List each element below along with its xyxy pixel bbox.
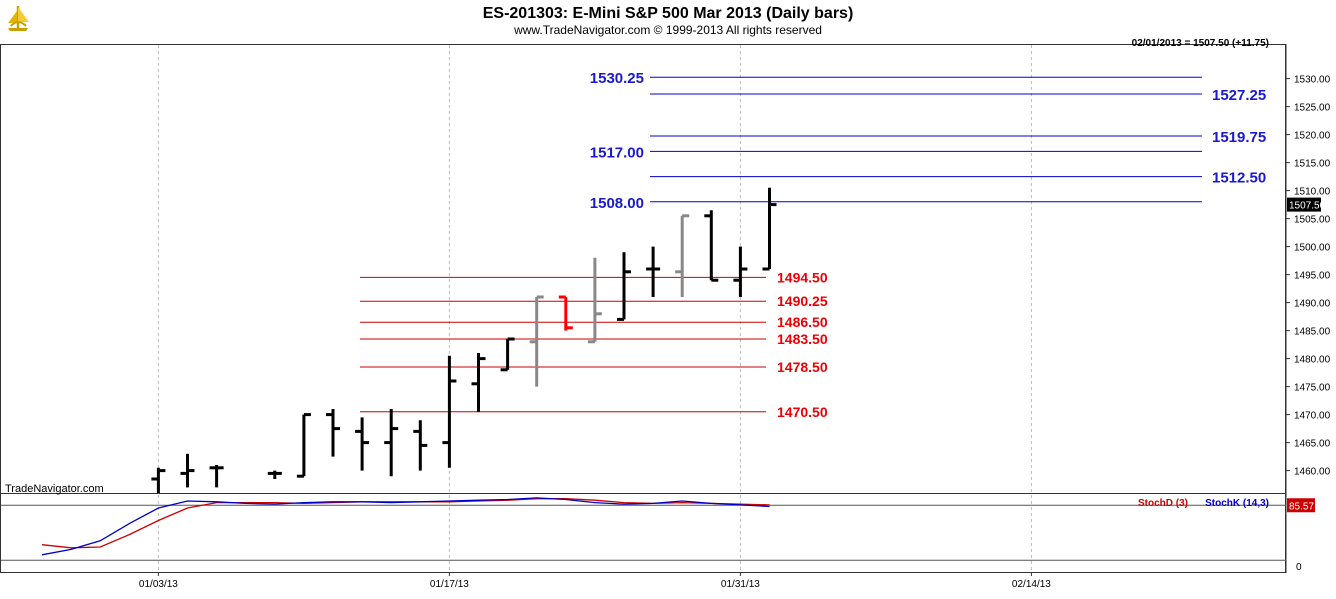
level-label: 1490.25 bbox=[777, 293, 828, 309]
ohlc-bar bbox=[500, 337, 515, 372]
stochastic-lines: StochD (3) StochK (14,3) bbox=[1, 497, 1286, 561]
tradenavigator-logo bbox=[2, 2, 34, 34]
legend-stochd: StochD (3) bbox=[1138, 498, 1188, 509]
ohlc-bar bbox=[587, 257, 602, 344]
y-tick-label: 1490.00 bbox=[1294, 299, 1331, 310]
y-tick-label: 1510.00 bbox=[1294, 187, 1331, 198]
ohlc-bar bbox=[296, 413, 311, 478]
level-label: 1494.50 bbox=[777, 269, 828, 285]
stoch-y-tick-label: 0 bbox=[1296, 562, 1302, 573]
ohlc-bar bbox=[617, 252, 631, 321]
stoch-value-box bbox=[1287, 498, 1315, 513]
ohlc-bar bbox=[180, 453, 195, 488]
level-label: 1508.00 bbox=[590, 195, 644, 212]
stoch-series-line bbox=[41, 498, 770, 549]
level-label: 1527.25 bbox=[1212, 87, 1266, 104]
y-tick-label: 1525.00 bbox=[1294, 103, 1331, 114]
support-resistance-levels: 1530.25 1527.25 1519.75 1517.00 1512.50 1508.… bbox=[360, 70, 1266, 420]
copyright-text: www.TradeNavigator.com © 1999-2013 All r… bbox=[513, 23, 822, 37]
level-label: 1478.50 bbox=[777, 359, 828, 375]
y-tick-label: 1485.00 bbox=[1294, 327, 1331, 338]
x-tick-label: 01/17/13 bbox=[430, 579, 469, 590]
y-tick-label: 1465.00 bbox=[1294, 439, 1331, 450]
level-label: 1486.50 bbox=[777, 314, 828, 330]
level-label: 1530.25 bbox=[590, 70, 644, 87]
y-tick-label: 1470.00 bbox=[1294, 411, 1331, 422]
y-tick-label: 1495.00 bbox=[1294, 271, 1331, 282]
ohlc-bar bbox=[413, 420, 428, 471]
ohlc-bar bbox=[733, 246, 748, 297]
y-tick-label: 1475.00 bbox=[1294, 383, 1331, 394]
chart-title: ES-201303: E-Mini S&P 500 Mar 2013 (Dail… bbox=[483, 5, 854, 22]
stoch-series-line bbox=[41, 497, 770, 556]
ohlc-bar bbox=[704, 210, 719, 282]
stoch-value-label: 85.57 bbox=[1289, 501, 1314, 512]
ohlc-bar bbox=[326, 409, 340, 457]
y-tick-label: 1480.00 bbox=[1294, 355, 1331, 366]
ohlc-bars bbox=[151, 187, 777, 493]
last-price-info: 02/01/2013 = 1507.50 (+11.75) bbox=[1132, 38, 1269, 49]
ohlc-bar bbox=[471, 353, 486, 412]
last-price-label: 1507.50 bbox=[1289, 201, 1326, 212]
ohlc-bar bbox=[442, 355, 457, 468]
level-label: 1519.75 bbox=[1212, 129, 1266, 146]
x-tick-label: 01/31/13 bbox=[721, 579, 760, 590]
axes: 01/03/13 01/17/13 01/31/13 02/14/13 1460.00 1… bbox=[139, 75, 1331, 590]
x-tick-label: 02/14/13 bbox=[1012, 579, 1051, 590]
y-tick-label: 1520.00 bbox=[1294, 131, 1331, 142]
ohlc-bar bbox=[267, 470, 282, 479]
ohlc-bar bbox=[675, 214, 690, 297]
ohlc-bar bbox=[646, 246, 661, 297]
ohlc-bar bbox=[762, 187, 777, 271]
level-label: 1512.50 bbox=[1212, 170, 1266, 187]
price-panel-frame bbox=[0, 44, 1286, 494]
ohlc-bar bbox=[355, 417, 370, 471]
y-tick-label: 1460.00 bbox=[1294, 467, 1331, 478]
last-price-box bbox=[1287, 197, 1321, 212]
ohlc-bar bbox=[558, 295, 573, 331]
level-label: 1470.50 bbox=[777, 404, 828, 420]
ohlc-bar bbox=[384, 409, 399, 477]
y-tick-label: 1515.00 bbox=[1294, 159, 1331, 170]
x-tick-label: 01/03/13 bbox=[139, 579, 178, 590]
ohlc-bar bbox=[151, 467, 166, 493]
legend-stochk: StochK (14,3) bbox=[1205, 498, 1269, 509]
level-label: 1517.00 bbox=[590, 144, 644, 161]
y-tick-label: 1500.00 bbox=[1294, 243, 1331, 254]
y-tick-label: 1505.00 bbox=[1294, 215, 1331, 226]
y-tick-label: 1530.00 bbox=[1294, 75, 1331, 86]
watermark-text: TradeNavigator.com bbox=[5, 483, 104, 495]
ohlc-bar bbox=[529, 295, 544, 387]
ohlc-bar bbox=[209, 465, 224, 488]
level-label: 1483.50 bbox=[777, 331, 828, 347]
